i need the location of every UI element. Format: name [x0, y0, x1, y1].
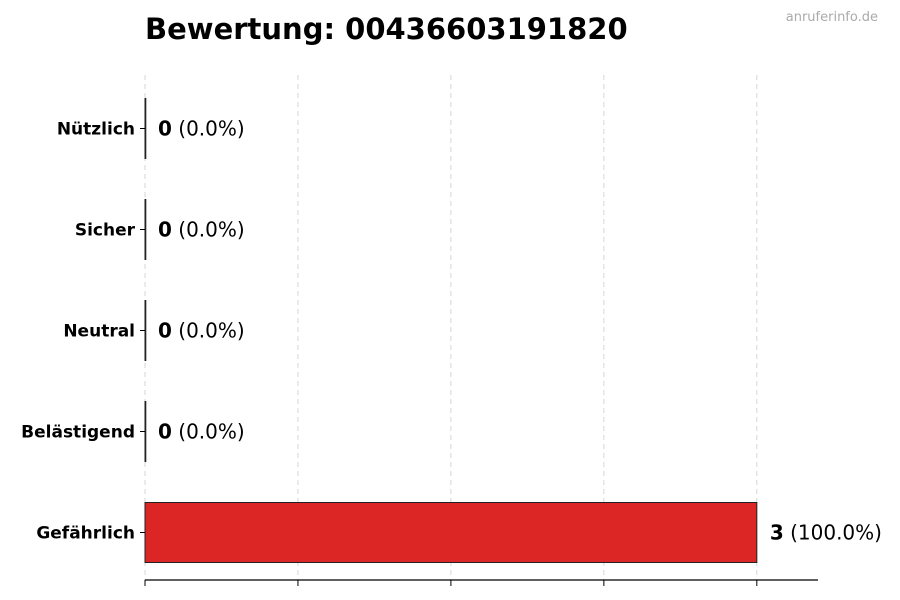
data-label: 3 (100.0%) [770, 521, 882, 545]
data-value: 3 [770, 521, 784, 545]
data-percent: (100.0%) [784, 521, 882, 545]
bar-3 [144, 401, 147, 462]
data-label: 0 (0.0%) [158, 218, 245, 242]
category-label: Nützlich [57, 120, 135, 140]
category-label: Gefährlich [36, 524, 135, 544]
category-label: Neutral [63, 322, 135, 342]
data-value: 0 [158, 420, 172, 444]
data-label: 0 (0.0%) [158, 117, 245, 141]
chart-title: Bewertung: 00436603191820 [145, 12, 628, 46]
bar-0 [144, 98, 147, 159]
data-percent: (0.0%) [172, 218, 245, 242]
category-label: Sicher [75, 221, 136, 241]
data-label: 0 (0.0%) [158, 319, 245, 343]
data-percent: (0.0%) [172, 420, 245, 444]
data-value: 0 [158, 117, 172, 141]
bar-4 [144, 502, 758, 563]
category-label: Belästigend [21, 423, 135, 443]
bar-1 [144, 199, 147, 260]
data-value: 0 [158, 319, 172, 343]
data-percent: (0.0%) [172, 319, 245, 343]
bar-2 [144, 300, 147, 361]
data-label: 0 (0.0%) [158, 420, 245, 444]
watermark: anruferinfo.de [785, 10, 878, 25]
data-value: 0 [158, 218, 172, 242]
data-percent: (0.0%) [172, 117, 245, 141]
